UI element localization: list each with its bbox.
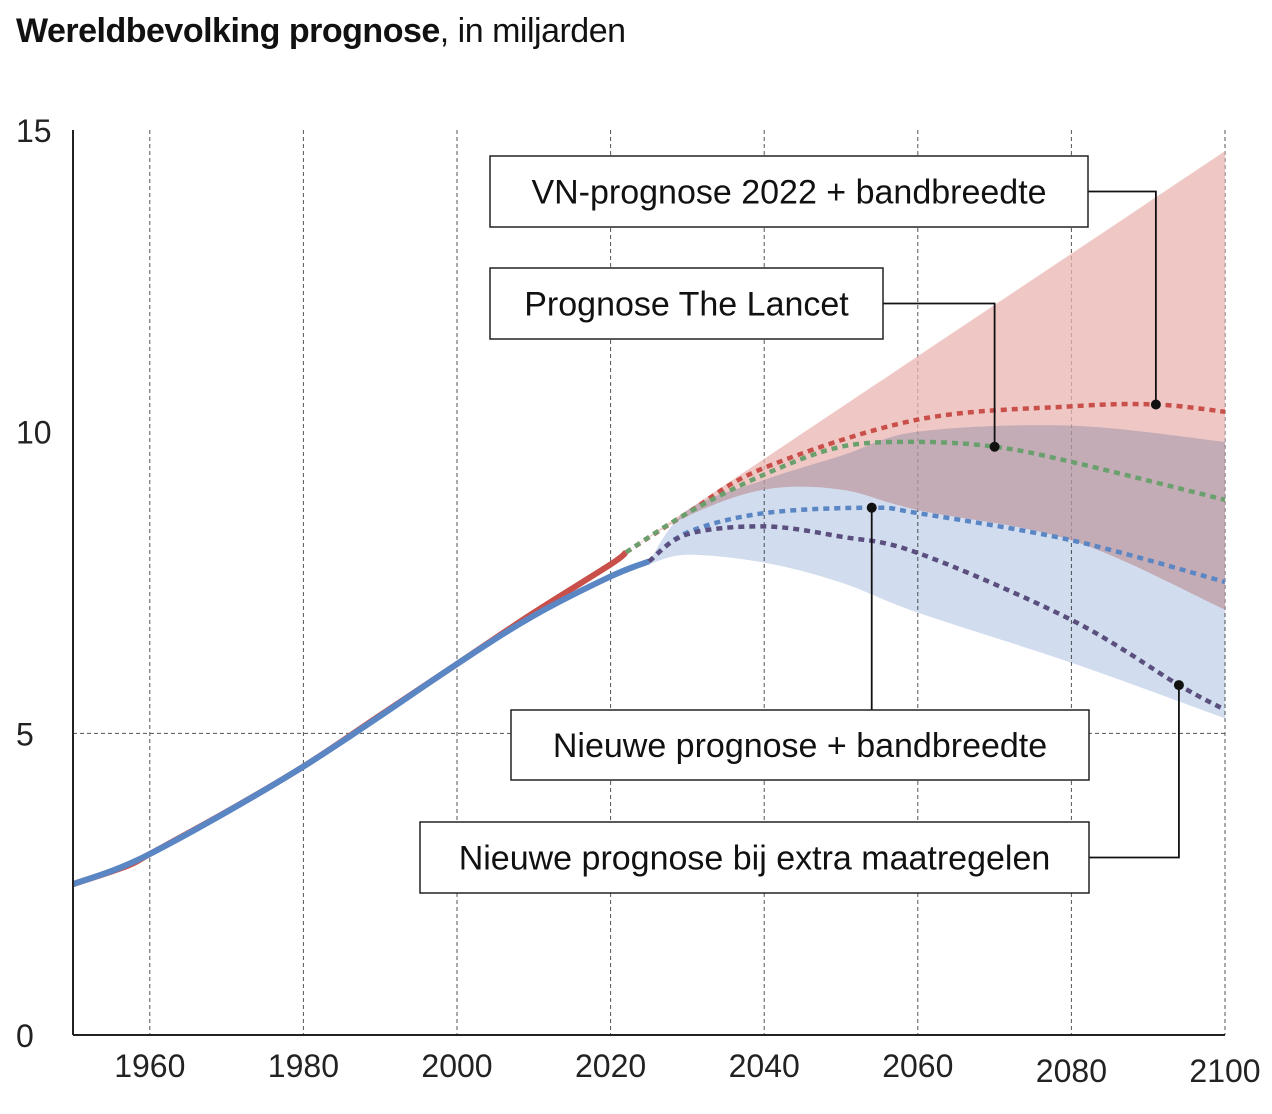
annotation-label: Nieuwe prognose + bandbreedte [553, 727, 1047, 765]
annotation-label-box: Nieuwe prognose + bandbreedte [510, 709, 1090, 781]
annotation-label-box: Nieuwe prognose bij extra maatregelen [419, 821, 1090, 894]
x-tick-label: 1960 [114, 1048, 185, 1084]
annotation-dot [1150, 399, 1161, 410]
annotation-box-frame [489, 267, 884, 340]
annotation-label-box: Prognose The Lancet [489, 267, 884, 340]
x-tick-label: 1980 [268, 1048, 339, 1084]
y-tick-label: 15 [16, 113, 52, 149]
annotation-leader-line [1088, 190, 1157, 405]
annotation-label-box: VN-prognose 2022 + bandbreedte [489, 155, 1089, 228]
annotation-box-frame [419, 821, 1090, 894]
annotation-dot [989, 441, 1000, 452]
series-line-3 [624, 439, 1226, 555]
series-line-1 [71, 558, 651, 887]
annotation-label: Prognose The Lancet [524, 286, 849, 324]
x-tick-label: 2020 [575, 1048, 646, 1084]
annotation-label: VN-prognose 2022 + bandbreedte [531, 174, 1046, 212]
x-tick-label: 2100 [1189, 1053, 1260, 1089]
annotation-dot [1173, 680, 1184, 691]
y-tick-label: 5 [16, 716, 34, 752]
annotation-label: Nieuwe prognose bij extra maatregelen [459, 840, 1051, 878]
x-tick-label: 2000 [421, 1048, 492, 1084]
x-tick-label: 2080 [1036, 1053, 1107, 1089]
chart-title-bold: Wereldbevolking prognose [16, 12, 440, 50]
y-tick-label: 10 [16, 415, 52, 451]
y-tick-label: 0 [16, 1018, 34, 1054]
annotation-leader-line [1089, 685, 1180, 859]
x-tick-label: 2040 [729, 1048, 800, 1084]
chart-title: Wereldbevolking prognose, in miljarden [16, 12, 626, 51]
band-nieuw [649, 425, 1225, 719]
series-line-4 [647, 505, 1226, 585]
chart-title-unit: , in miljarden [439, 12, 626, 50]
series-line-5 [647, 524, 1227, 712]
annotation-leader-line [883, 302, 996, 447]
x-tick-label: 2060 [882, 1048, 953, 1084]
annotation-dot [866, 502, 877, 513]
annotation-box-frame [510, 709, 1090, 781]
annotation-box-frame [489, 155, 1089, 228]
